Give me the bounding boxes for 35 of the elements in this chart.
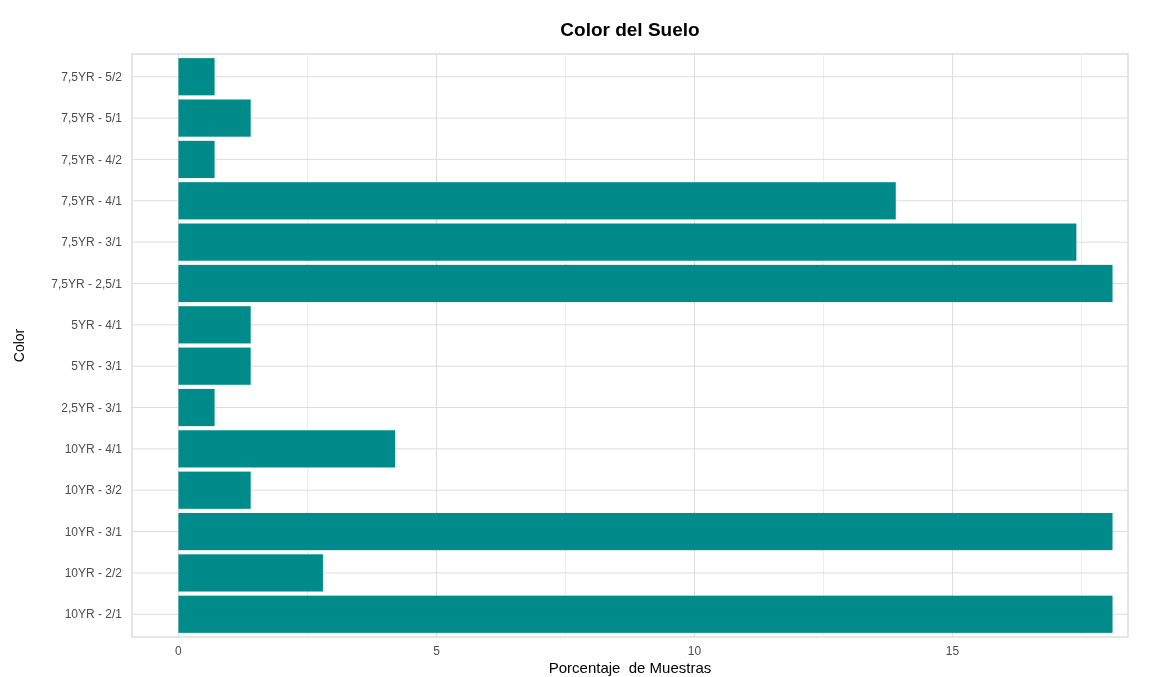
y-tick-label: 10YR - 4/1 (64, 442, 123, 457)
y-axis-title: Color (11, 328, 27, 363)
y-tick-label: 7,5YR - 4/1 (61, 193, 123, 208)
y-tick-label: 7,5YR - 3/1 (61, 235, 123, 250)
bar (178, 512, 1113, 551)
y-tick-label: 10YR - 2/1 (64, 607, 123, 622)
bar (178, 182, 896, 220)
bar (178, 99, 251, 137)
x-tick-label: 10 (687, 644, 702, 658)
y-tick-label: 2,5YR - 3/1 (61, 400, 123, 415)
x-tick-label: 15 (945, 644, 960, 658)
bar (178, 554, 323, 592)
bar (178, 471, 251, 509)
y-tick-label: 10YR - 3/1 (64, 524, 123, 539)
y-tick-label: 7,5YR - 5/2 (61, 69, 123, 84)
x-axis-title: Porcentaje de Muestras (548, 659, 712, 676)
bar (178, 223, 1077, 261)
bar (178, 388, 215, 427)
x-tick-label: 0 (175, 644, 183, 658)
y-tick-label: 5YR - 3/1 (71, 359, 123, 374)
chart-title: Color del Suelo (560, 19, 700, 40)
y-tick-label: 10YR - 2/2 (64, 566, 123, 581)
bar (178, 306, 251, 344)
bar (178, 264, 1113, 303)
bar (178, 430, 396, 468)
y-tick-label: 10YR - 3/2 (64, 483, 123, 498)
bar (178, 595, 1113, 633)
bar (178, 140, 215, 179)
bar (178, 347, 251, 385)
y-tick-label: 5YR - 4/1 (71, 318, 123, 333)
bar (178, 58, 215, 96)
y-tick-label: 7,5YR - 4/2 (61, 152, 123, 167)
y-tick-label: 7,5YR - 5/1 (61, 111, 123, 126)
y-tick-label: 7,5YR - 2,5/1 (51, 276, 123, 291)
x-tick-label: 5 (433, 644, 441, 658)
